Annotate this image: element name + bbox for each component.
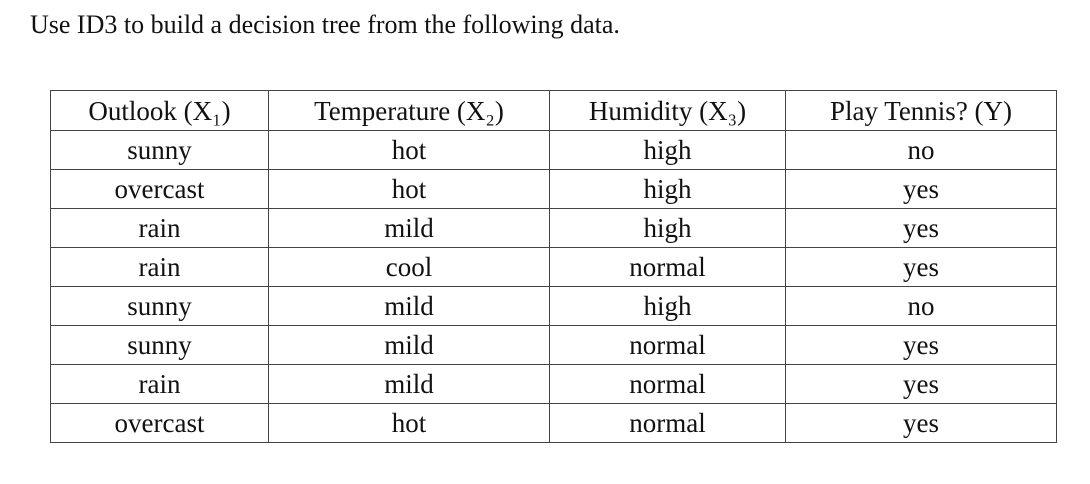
table-cell: yes <box>785 364 1057 404</box>
table-cell: cool <box>268 247 550 287</box>
table-cell: overcast <box>50 169 269 209</box>
table-cell: rain <box>50 208 269 248</box>
header-cell: Temperature (X₂) <box>268 90 550 131</box>
header-cell: Outlook (X₁) <box>50 90 269 131</box>
table-cell: no <box>785 286 1057 326</box>
table-cell: normal <box>549 364 786 404</box>
table-cell: no <box>785 130 1057 170</box>
table-cell: high <box>549 208 786 248</box>
table-cell: rain <box>50 364 269 404</box>
header-cell: Play Tennis? (Y) <box>785 90 1057 131</box>
header-cell: Humidity (X₃) <box>549 90 786 131</box>
table-cell: normal <box>549 247 786 287</box>
table-row: rain cool normal yes <box>50 247 1057 287</box>
table-cell: yes <box>785 403 1057 443</box>
table-cell: hot <box>268 130 550 170</box>
table-cell: hot <box>268 403 550 443</box>
table-cell: high <box>549 286 786 326</box>
table-row: overcast hot high yes <box>50 169 1057 209</box>
table-row: overcast hot normal yes <box>50 403 1057 443</box>
table-cell: yes <box>785 169 1057 209</box>
table-cell: high <box>549 130 786 170</box>
table-cell: yes <box>785 247 1057 287</box>
table-cell: overcast <box>50 403 269 443</box>
table-row: sunny hot high no <box>50 130 1057 170</box>
table-cell: normal <box>549 403 786 443</box>
table-cell: sunny <box>50 325 269 365</box>
table-cell: normal <box>549 325 786 365</box>
table-row: rain mild normal yes <box>50 364 1057 404</box>
table-cell: yes <box>785 208 1057 248</box>
table-cell: sunny <box>50 130 269 170</box>
prompt: Use ID3 to build a decision tree from th… <box>30 10 620 39</box>
table-cell: sunny <box>50 286 269 326</box>
table-cell: mild <box>268 208 550 248</box>
table-cell: mild <box>268 325 550 365</box>
header-row: Outlook (X₁) Temperature (X₂) Humidity (X₃… <box>50 90 1057 131</box>
table-cell: yes <box>785 325 1057 365</box>
table-cell: high <box>549 169 786 209</box>
table-row: sunny mild normal yes <box>50 325 1057 365</box>
table-cell: mild <box>268 364 550 404</box>
table-cell: hot <box>268 169 550 209</box>
table-cell: rain <box>50 247 269 287</box>
table-cell: mild <box>268 286 550 326</box>
table-row: sunny mild high no <box>50 286 1057 326</box>
data-table: Outlook (X₁) Temperature (X₂) Humidity (X₃… <box>50 90 1057 443</box>
table-row: rain mild high yes <box>50 208 1057 248</box>
